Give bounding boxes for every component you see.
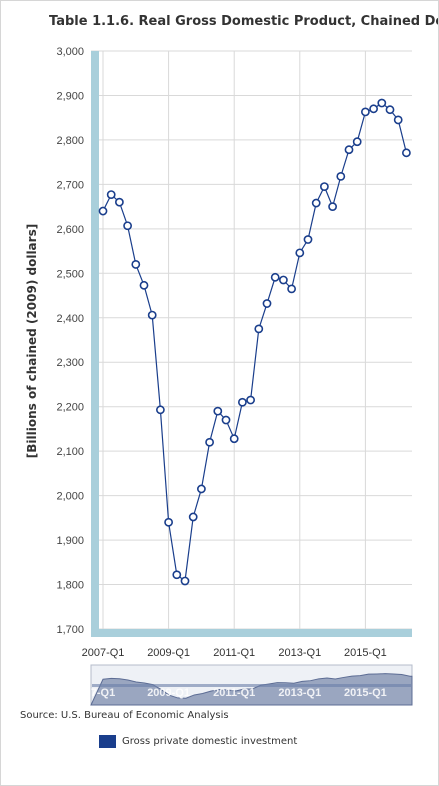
- x-tick-label: 2015-Q1: [344, 647, 387, 659]
- data-point[interactable]: [147, 310, 157, 320]
- data-point[interactable]: [254, 324, 264, 334]
- data-point[interactable]: [164, 517, 173, 527]
- y-tick-label: 2,200: [56, 402, 84, 414]
- data-point[interactable]: [344, 145, 354, 155]
- x-tick-label: 2007-Q1: [82, 647, 125, 659]
- x-tick-label: 2009-Q1: [147, 647, 190, 659]
- y-tick-label: 2,800: [56, 135, 84, 147]
- data-point[interactable]: [205, 437, 214, 447]
- data-point[interactable]: [369, 104, 378, 114]
- data-point[interactable]: [303, 235, 313, 244]
- data-point[interactable]: [106, 190, 116, 200]
- data-point[interactable]: [196, 484, 206, 494]
- chart-title: Table 1.1.6. Real Gross Domestic Product…: [49, 14, 438, 29]
- data-point[interactable]: [139, 280, 149, 290]
- y-axis-band: [91, 51, 99, 629]
- data-point[interactable]: [237, 397, 247, 407]
- data-point[interactable]: [131, 260, 141, 269]
- gridlines: [91, 50, 412, 630]
- y-tick-label: 1,800: [56, 580, 84, 592]
- data-point[interactable]: [352, 137, 362, 147]
- data-point[interactable]: [278, 275, 288, 285]
- navigator-scroll-handle[interactable]: [92, 684, 411, 687]
- data-point[interactable]: [155, 405, 165, 415]
- data-point[interactable]: [123, 221, 132, 231]
- data-point[interactable]: [287, 284, 296, 294]
- data-point[interactable]: [213, 406, 223, 416]
- data-point[interactable]: [360, 107, 370, 117]
- navigator-label: 7-Q1: [91, 687, 115, 699]
- data-point[interactable]: [172, 570, 182, 580]
- legend-swatch: [99, 735, 116, 748]
- data-point[interactable]: [336, 171, 346, 181]
- data-point[interactable]: [115, 197, 124, 207]
- y-tick-label: 2,600: [56, 224, 84, 236]
- y-tick-labels: 1,700 1,800 1,900 2,000 2,100 2,200 2,300 2,400…: [56, 46, 84, 636]
- y-tick-label: 3,000: [56, 46, 84, 58]
- y-tick-label: 2,100: [56, 446, 84, 458]
- x-axis-band: [91, 629, 412, 637]
- y-tick-label: 2,400: [56, 313, 84, 325]
- data-point[interactable]: [221, 415, 231, 425]
- data-point[interactable]: [393, 115, 403, 125]
- data-point[interactable]: [98, 206, 108, 216]
- data-point[interactable]: [319, 182, 329, 192]
- data-point[interactable]: [401, 148, 411, 158]
- source-note: Source: U.S. Bureau of Economic Analysis: [20, 710, 229, 721]
- y-tick-label: 2,700: [56, 179, 84, 191]
- data-point[interactable]: [229, 434, 239, 444]
- navigator-label: 2011-Q1: [213, 687, 255, 699]
- y-tick-label: 2,300: [56, 357, 84, 369]
- y-tick-label: 1,900: [56, 535, 84, 547]
- x-tick-labels: 2007-Q1 2009-Q1 2011-Q1 2013-Q1 2015-Q1: [82, 647, 387, 659]
- data-point[interactable]: [188, 512, 198, 522]
- navigator-label: 2015-Q1: [344, 687, 387, 699]
- y-tick-label: 2,500: [56, 268, 84, 280]
- series-gross-private-domestic-investment: [98, 98, 411, 586]
- x-tick-label: 2013-Q1: [278, 647, 321, 659]
- data-point[interactable]: [295, 248, 305, 258]
- y-tick-label: 1,700: [56, 624, 84, 636]
- navigator-label: 2013-Q1: [278, 687, 321, 699]
- data-point[interactable]: [328, 202, 337, 212]
- series-line: [102, 102, 407, 583]
- navigator-label: 2009-Q1: [147, 687, 190, 699]
- data-point[interactable]: [385, 105, 395, 115]
- data-point[interactable]: [246, 395, 255, 405]
- data-point[interactable]: [270, 272, 280, 282]
- data-point[interactable]: [311, 198, 321, 208]
- range-navigator[interactable]: 7-Q1 2009-Q1 2011-Q1 2013-Q1 2015-Q1: [90, 664, 413, 706]
- y-axis-label: [Billions of chained (2009) dollars]: [25, 224, 39, 458]
- legend[interactable]: Gross private domestic investment: [99, 735, 297, 748]
- x-tick-label: 2011-Q1: [213, 647, 255, 659]
- data-point[interactable]: [377, 98, 387, 108]
- y-tick-label: 2,900: [56, 90, 84, 102]
- y-tick-label: 2,000: [56, 491, 84, 503]
- legend-label: Gross private domestic investment: [122, 736, 298, 747]
- data-point[interactable]: [262, 299, 272, 308]
- data-point[interactable]: [180, 576, 190, 586]
